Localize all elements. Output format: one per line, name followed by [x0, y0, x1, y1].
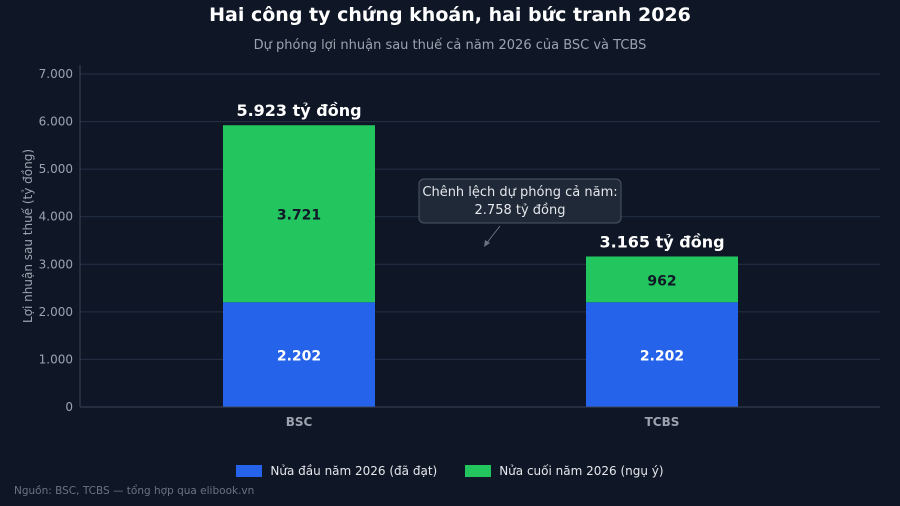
annotation: Chênh lệch dự phóng cả năm: 2.758 tỷ đồn… [418, 178, 622, 247]
bar-value-label: 962 [647, 273, 676, 289]
bar-value-label: 2.202 [277, 349, 321, 365]
y-tick-label: 0 [65, 400, 73, 414]
y-tick-label: 4.000 [39, 210, 73, 224]
bar-total-label: 3.165 tỷ đồng [599, 232, 724, 251]
x-tick-label: TCBS [645, 415, 680, 429]
legend-label-first-half: Nửa đầu năm 2026 (đã đạt) [270, 464, 438, 478]
legend-item-second-half: Nửa cuối năm 2026 (ngụ ý) [465, 464, 664, 478]
bar-segment [586, 256, 738, 303]
bar-value-label: 3.721 [277, 208, 321, 224]
source-note: Nguồn: BSC, TCBS — tổng hợp qua elibook.… [14, 485, 255, 497]
bar-segment [586, 302, 738, 407]
annotation-arrow [485, 225, 501, 245]
y-axis-label: Lợi nhuận sau thuế (tỷ đồng) [21, 149, 35, 323]
y-tick-label: 6.000 [39, 115, 73, 129]
bar-total-label: 5.923 tỷ đồng [236, 101, 361, 120]
legend-swatch-second-half [465, 465, 492, 477]
y-tick-label: 5.000 [39, 162, 73, 176]
annotation-line-1: Chênh lệch dự phóng cả năm: [422, 185, 617, 200]
legend-swatch-first-half [236, 465, 263, 477]
legend-label-second-half: Nửa cuối năm 2026 (ngụ ý) [499, 464, 664, 478]
bar-value-label: 2.202 [640, 349, 684, 365]
bar-segment [223, 302, 375, 407]
x-tick-label: BSC [286, 415, 313, 429]
annotation-arrowhead [484, 240, 490, 247]
chart-subtitle: Dự phóng lợi nhuận sau thuế cả năm 2026 … [253, 38, 647, 53]
annotation-box [418, 178, 622, 224]
y-tick-label: 7.000 [39, 67, 73, 81]
y-tick-label: 1.000 [39, 352, 73, 366]
annotation-line-2: 2.758 tỷ đồng [475, 203, 566, 218]
y-tick-label: 3.000 [39, 257, 73, 271]
bar-segment [223, 125, 375, 303]
chart-title: Hai công ty chứng khoán, hai bức tranh 2… [209, 4, 691, 26]
y-tick-label: 2.000 [39, 305, 73, 319]
legend-item-first-half: Nửa đầu năm 2026 (đã đạt) [236, 464, 437, 478]
legend: Nửa đầu năm 2026 (đã đạt) Nửa cuối năm 2… [0, 464, 900, 478]
